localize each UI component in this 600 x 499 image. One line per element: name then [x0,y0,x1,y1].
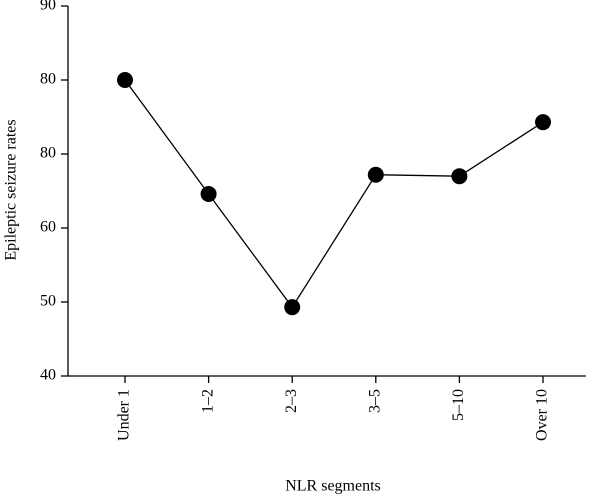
y-tick-label: 50 [40,293,56,310]
x-tick-label: 5–10 [450,389,467,421]
y-tick-label: 80 [40,71,56,88]
x-axis-label: NLR segments [285,478,381,495]
x-tick-label: 3–5 [366,389,383,413]
point [367,166,384,183]
point [284,299,301,316]
point [117,72,133,88]
point [200,185,217,202]
x-tick-label: Under 1 [116,389,133,441]
y-tick-label: 60 [40,219,56,236]
point [451,168,468,185]
y-tick-label: 80 [40,145,56,162]
x-tick-label: Over 10 [534,389,551,441]
point [535,114,551,131]
x-tick-label: 1–2 [199,389,216,413]
y-tick-label: 90 [40,0,56,14]
y-tick-label: 40 [40,367,56,384]
y-axis-label: Epileptic seizure rates [3,119,20,260]
x-tick-label: 2–3 [283,389,300,413]
line [124,79,544,309]
